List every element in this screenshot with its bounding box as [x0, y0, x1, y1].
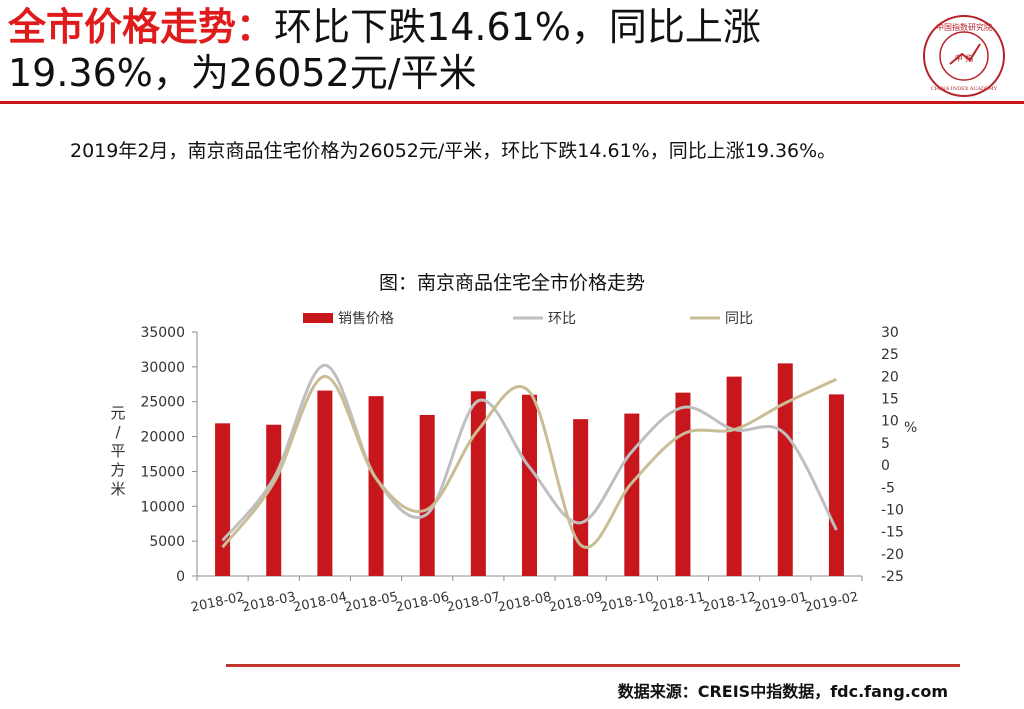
legend-label: 销售价格 [338, 311, 394, 327]
price-bar [266, 424, 282, 576]
x-axis-tick-label: 2018-10 [599, 590, 655, 616]
x-axis-tick-label: 2018-09 [548, 590, 604, 616]
right-axis-tick-label: -25 [881, 569, 904, 585]
legend-swatch-bar [303, 313, 333, 323]
page-title: 全市价格走势：环比下跌14.61%，同比上涨 19.36%，为26052元/平米 [8, 4, 908, 96]
x-axis-tick-label: 2018-12 [701, 590, 757, 616]
title-line2: 19.36%，为26052元/平米 [8, 51, 477, 95]
logo-bottom-text: CHINA INDEX ACADEMY [931, 86, 998, 92]
price-bar [419, 414, 435, 576]
data-source: 数据来源：CREIS中指数据，fdc.fang.com [617, 682, 948, 701]
price-bar [675, 392, 691, 576]
price-bar [215, 423, 231, 576]
summary-text: 2019年2月，南京商品住宅价格为26052元/平米，环比下跌14.61%，同比… [70, 140, 837, 162]
price-bar [624, 413, 640, 576]
left-axis-tick-label: 35000 [140, 325, 185, 341]
left-axis-tick-label: 15000 [140, 464, 185, 480]
left-axis-tick-label: 10000 [140, 499, 185, 515]
x-axis-tick-label: 2018-08 [497, 590, 553, 616]
logo-center-text: 中 指 [955, 53, 974, 63]
price-bar [522, 394, 537, 576]
yoy-change-line [221, 374, 838, 549]
right-axis-tick-label: -20 [881, 547, 904, 563]
x-axis-tick-label: 2018-07 [445, 590, 501, 616]
right-axis-unit: % [904, 420, 918, 436]
x-axis-tick-label: 2019-02 [804, 590, 860, 616]
x-axis-tick-label: 2018-04 [292, 590, 348, 616]
left-axis-tick-label: 20000 [140, 430, 185, 446]
logo-top-text: 中国指数研究院 [936, 22, 992, 32]
right-axis-tick-label: 25 [881, 347, 899, 363]
price-bar [573, 419, 589, 576]
right-axis-tick-label: 0 [881, 458, 890, 474]
price-bar [317, 390, 333, 576]
right-axis-tick-label: -15 [881, 525, 904, 541]
legend-label: 环比 [548, 311, 576, 327]
left-axis-unit: 元 / 平方米 [108, 404, 128, 499]
price-bar [470, 391, 486, 576]
right-axis-tick-label: -10 [881, 502, 904, 518]
left-axis-unit-char: 元 [110, 404, 126, 422]
right-axis-tick-label: 5 [881, 436, 890, 452]
left-axis-unit-char: 方 [110, 461, 126, 479]
china-index-academy-logo: 中国指数研究院 中 指 CHINA INDEX ACADEMY [923, 15, 1005, 97]
x-axis-tick-label: 2018-03 [241, 590, 297, 616]
right-axis-tick-label: 10 [881, 414, 899, 430]
x-axis-tick-label: 2018-11 [650, 590, 706, 616]
price-bar [726, 376, 742, 576]
legend-label: 同比 [725, 311, 753, 327]
title-prefix: 全市价格走势： [8, 5, 275, 49]
x-axis-tick-label: 2018-02 [190, 590, 246, 616]
price-bar [368, 396, 384, 576]
right-axis-tick-label: -5 [881, 480, 895, 496]
left-axis-unit-char: 米 [110, 480, 126, 498]
title-line1: 环比下跌14.61%，同比上涨 [274, 5, 761, 49]
x-axis-tick-label: 2018-05 [343, 590, 399, 616]
left-axis-tick-label: 5000 [149, 534, 185, 550]
left-axis-unit-char: / [115, 423, 121, 441]
left-axis-tick-label: 0 [176, 569, 185, 585]
price-bar [828, 394, 844, 576]
right-axis-tick-label: 20 [881, 369, 899, 385]
x-axis-tick-label: 2019-01 [752, 590, 808, 616]
chart-title: 图：南京商品住宅全市价格走势 [378, 272, 645, 294]
x-axis-tick-label: 2018-06 [394, 590, 450, 616]
left-axis-tick-label: 25000 [140, 395, 185, 411]
footer-divider [226, 664, 960, 667]
right-axis-tick-label: 15 [881, 392, 899, 408]
price-bar [777, 363, 793, 576]
left-axis-unit-char: 平 [110, 442, 126, 460]
right-axis-tick-label: 30 [881, 325, 899, 341]
header-divider [0, 101, 1024, 104]
left-axis-tick-label: 30000 [140, 360, 185, 376]
